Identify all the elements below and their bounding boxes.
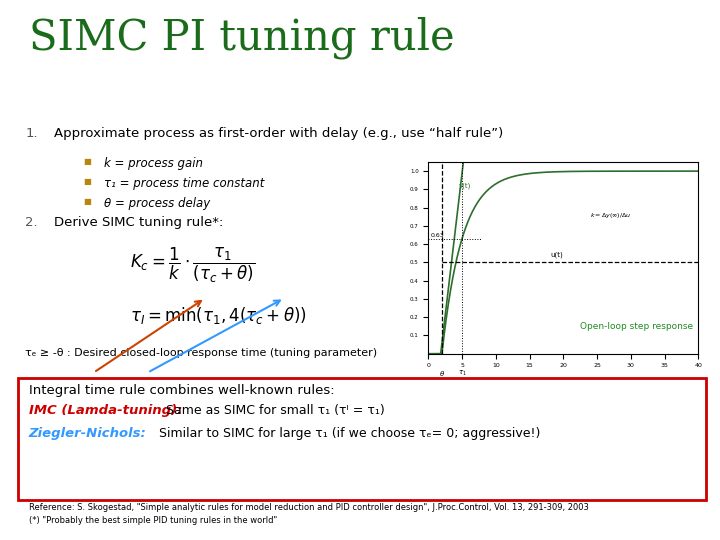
Text: $\tau_I = \min(\tau_1, 4(\tau_c + \theta))$: $\tau_I = \min(\tau_1, 4(\tau_c + \theta…: [130, 305, 306, 326]
Text: $K_c = \dfrac{1}{k} \cdot \dfrac{\tau_1}{(\tau_c+\theta)}$: $K_c = \dfrac{1}{k} \cdot \dfrac{\tau_1}…: [130, 246, 255, 285]
Text: Same as SIMC for small τ₁ (τᴵ = τ₁): Same as SIMC for small τ₁ (τᴵ = τ₁): [162, 404, 384, 417]
FancyBboxPatch shape: [18, 378, 706, 500]
Text: ■: ■: [83, 157, 91, 166]
Text: 0.63: 0.63: [431, 233, 444, 238]
Text: Open-loop step response: Open-loop step response: [580, 322, 693, 330]
Text: k = process gain: k = process gain: [104, 157, 203, 170]
Text: Similar to SIMC for large τ₁ (if we choose τₑ= 0; aggressive!): Similar to SIMC for large τ₁ (if we choo…: [155, 427, 540, 440]
Text: θ = process delay: θ = process delay: [104, 197, 211, 210]
Text: 2.: 2.: [25, 216, 38, 229]
Text: SIMC PI tuning rule: SIMC PI tuning rule: [29, 16, 454, 59]
Text: $\theta$: $\theta$: [438, 369, 445, 378]
Text: 1.: 1.: [25, 127, 38, 140]
Text: $k = \Delta y(\infty)/\Delta u$: $k = \Delta y(\infty)/\Delta u$: [590, 211, 632, 220]
Text: Integral time rule combines well-known rules:: Integral time rule combines well-known r…: [29, 384, 334, 397]
Text: τ₁ = process time constant: τ₁ = process time constant: [104, 177, 265, 190]
Text: u(t): u(t): [550, 252, 562, 259]
Text: ■: ■: [83, 177, 91, 186]
Text: $\tau_1$: $\tau_1$: [458, 369, 467, 378]
Text: (*) "Probably the best simple PID tuning rules in the world": (*) "Probably the best simple PID tuning…: [29, 516, 277, 525]
Text: Approximate process as first-order with delay (e.g., use “half rule”): Approximate process as first-order with …: [54, 127, 503, 140]
Text: Derive SIMC tuning rule*:: Derive SIMC tuning rule*:: [54, 216, 223, 229]
Text: Reference: S. Skogestad, "Simple analytic rules for model reduction and PID cont: Reference: S. Skogestad, "Simple analyti…: [29, 503, 589, 512]
Text: Ziegler-Nichols:: Ziegler-Nichols:: [29, 427, 147, 440]
Text: IMC (Lamda-tuning):: IMC (Lamda-tuning):: [29, 404, 182, 417]
Text: y(t): y(t): [459, 183, 471, 189]
Text: ■: ■: [83, 197, 91, 206]
Text: τₑ ≥ -θ : Desired closed-loop response time (tuning parameter): τₑ ≥ -θ : Desired closed-loop response t…: [25, 348, 377, 359]
